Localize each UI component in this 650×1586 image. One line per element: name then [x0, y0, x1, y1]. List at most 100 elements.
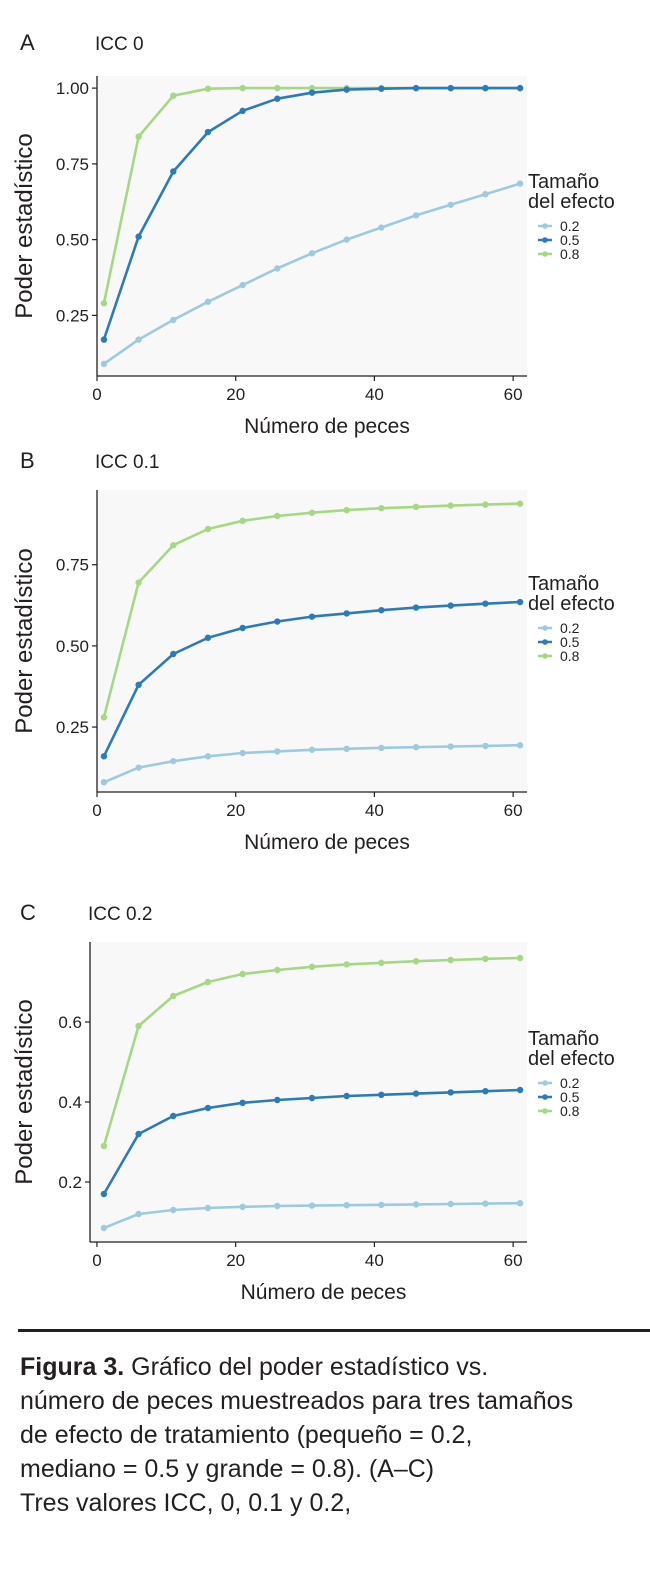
data-point-0.8 [239, 970, 246, 978]
data-point-0.2 [100, 1224, 108, 1232]
data-point-0.8 [308, 509, 316, 516]
data-point-0.5 [343, 1092, 350, 1100]
data-point-0.8 [482, 955, 489, 962]
data-point-0.2 [343, 1202, 350, 1209]
data-point-0.2 [308, 746, 316, 753]
data-point-0.2 [378, 224, 385, 231]
data-point-0.2 [204, 1204, 212, 1212]
data-point-0.8 [274, 966, 281, 974]
legend-label: 0.8 [560, 1103, 580, 1119]
data-point-0.8 [343, 506, 350, 514]
data-point-0.2 [516, 180, 524, 187]
data-point-0.2 [412, 212, 420, 219]
data-point-0.5 [135, 681, 142, 689]
data-point-0.5 [482, 600, 489, 607]
x-tick-label: 60 [504, 801, 523, 820]
data-point-0.8 [378, 959, 385, 966]
legend-title: Tamaño [528, 171, 599, 193]
legend-swatch-point [542, 1094, 548, 1100]
legend-label: 0.2 [560, 620, 580, 636]
data-point-0.2 [135, 336, 142, 343]
data-point-0.5 [100, 336, 108, 343]
data-point-0.2 [482, 742, 489, 750]
legend-title: Tamaño [528, 573, 599, 595]
y-axis-label: Poder estadístico [11, 999, 38, 1184]
y-tick-label: 0.25 [56, 718, 89, 737]
y-tick-label: 1.00 [56, 79, 89, 98]
data-point-0.2 [412, 743, 420, 751]
data-point-0.2 [135, 1210, 142, 1218]
x-tick-label: 40 [365, 385, 384, 404]
x-tick-label: 20 [226, 385, 245, 404]
data-point-0.8 [100, 300, 108, 307]
data-point-0.8 [135, 579, 142, 586]
data-point-0.2 [204, 753, 212, 760]
data-point-0.2 [170, 316, 177, 324]
data-point-0.8 [412, 958, 420, 965]
data-point-0.8 [135, 1022, 142, 1030]
data-point-0.5 [516, 84, 524, 92]
data-point-0.8 [447, 502, 454, 509]
data-point-0.2 [274, 1202, 281, 1210]
y-axis-label: Poder estadístico [11, 548, 38, 733]
data-point-0.5 [343, 610, 350, 617]
data-point-0.5 [170, 1112, 177, 1120]
data-point-0.8 [274, 84, 281, 92]
data-point-0.5 [412, 1090, 420, 1097]
figure-caption: Figura 3. Gráfico del poder estadístico … [20, 1350, 640, 1520]
data-point-0.8 [516, 954, 524, 962]
panel-letter: A [20, 30, 35, 55]
data-point-0.5 [447, 84, 454, 92]
data-point-0.5 [447, 602, 454, 609]
data-point-0.2 [447, 743, 454, 750]
caption-text: Gráfico del poder estadístico vs. [124, 1353, 489, 1381]
data-point-0.5 [343, 86, 350, 93]
data-point-0.8 [239, 517, 246, 525]
panel-b: 0.25 0.50 0.75 0 20 40 60 Número de peces Poder … [11, 448, 615, 854]
data-point-0.2 [412, 1201, 420, 1208]
legend-label: 0.5 [560, 232, 580, 248]
y-axis-label: Poder estadístico [11, 133, 38, 318]
data-point-0.5 [516, 598, 524, 606]
panel-a: 0.25 0.50 0.75 1.00 0 20 40 60 Número de peces Po… [11, 30, 615, 438]
panel-letter: B [20, 448, 35, 473]
data-point-0.2 [447, 201, 454, 208]
data-point-0.8 [308, 963, 316, 970]
y-tick-label: 0.50 [56, 231, 89, 250]
data-point-0.8 [170, 992, 177, 1000]
legend-label: 0.5 [560, 1089, 580, 1105]
data-point-0.5 [239, 624, 246, 632]
data-point-0.8 [274, 512, 281, 520]
panel-letter: C [20, 900, 36, 925]
legend-label: 0.2 [560, 1075, 580, 1091]
legend-label: 0.8 [560, 648, 580, 664]
panel-title: ICC 0.2 [88, 904, 152, 925]
legend-swatch-point [542, 1108, 548, 1114]
data-point-0.5 [412, 84, 420, 92]
data-point-0.5 [100, 1190, 108, 1198]
data-point-0.5 [378, 1091, 385, 1099]
data-point-0.8 [343, 961, 350, 968]
data-point-0.5 [482, 84, 489, 92]
data-point-0.5 [482, 1088, 489, 1095]
data-point-0.2 [170, 757, 177, 765]
data-point-0.2 [482, 190, 489, 198]
data-point-0.8 [170, 542, 177, 549]
data-point-0.2 [516, 742, 524, 749]
y-tick-label: 0.4 [58, 1093, 82, 1112]
x-tick-label: 20 [226, 1251, 245, 1270]
data-point-0.8 [204, 978, 212, 986]
data-point-0.8 [378, 504, 385, 512]
data-point-0.2 [100, 779, 108, 786]
data-point-0.5 [378, 606, 385, 614]
panel-title: ICC 0.1 [95, 452, 159, 473]
legend-swatch-point [542, 639, 548, 645]
data-point-0.8 [239, 84, 246, 92]
data-point-0.2 [343, 236, 350, 243]
x-axis-label: Número de peces [244, 831, 410, 854]
data-point-0.2 [378, 744, 385, 752]
legend-swatch-point [542, 653, 548, 659]
data-point-0.8 [412, 503, 420, 511]
data-point-0.2 [308, 250, 316, 257]
